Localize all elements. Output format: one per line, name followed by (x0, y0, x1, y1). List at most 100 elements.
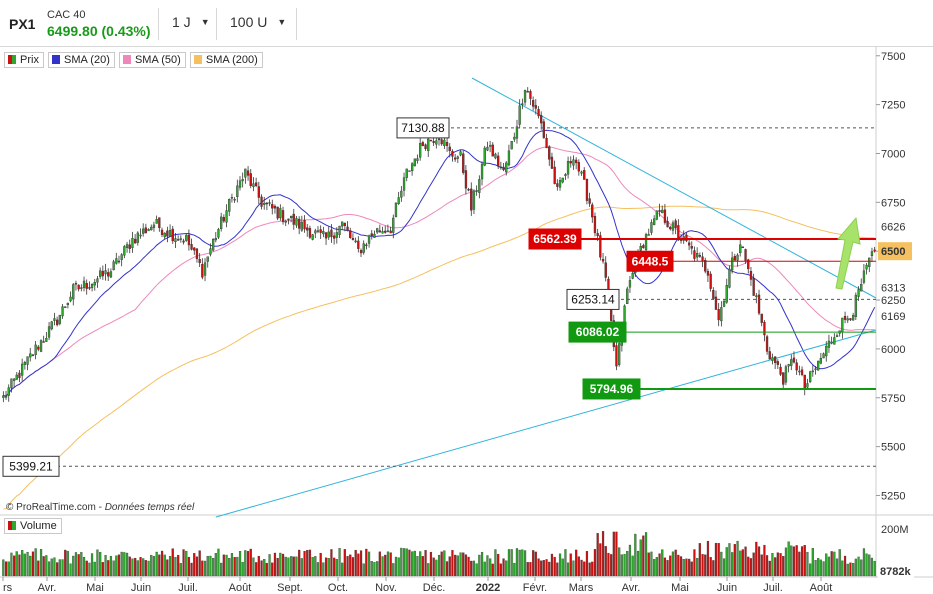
candle-body (819, 358, 823, 364)
volume-bar (306, 550, 309, 577)
candle-body (4, 396, 8, 398)
volume-bar (198, 550, 201, 577)
candle-body (663, 209, 667, 223)
symbol-code[interactable]: PX1 (9, 16, 36, 32)
volume-bar (642, 535, 645, 577)
volume-bar (596, 533, 599, 577)
candle-body (561, 177, 564, 183)
candle-body (626, 288, 629, 304)
candle-body (112, 261, 115, 271)
candle-body (228, 198, 231, 212)
volume-bar (577, 556, 580, 577)
volume-bar (85, 560, 88, 577)
candle-body (230, 196, 234, 199)
candle-body (276, 206, 279, 219)
volume-bar (736, 540, 739, 577)
volume-bar (542, 560, 545, 577)
y-tick-label: 5250 (881, 490, 905, 502)
volume-bar (47, 561, 51, 577)
candle-body (631, 273, 634, 279)
interval-select[interactable]: 1 J ▼ (172, 14, 210, 30)
volume-bar (222, 554, 225, 577)
candle-body (835, 335, 839, 337)
volume-bar (497, 553, 500, 577)
units-select[interactable]: 100 U ▼ (230, 14, 286, 30)
candle-body (413, 158, 416, 167)
sma200-line (3, 205, 875, 510)
candle-body (757, 294, 761, 314)
candle-body (402, 177, 406, 191)
candle-body (61, 306, 64, 317)
candle-body (747, 259, 750, 270)
candle-body (254, 182, 258, 186)
volume-bar (139, 557, 142, 577)
candle-body (464, 170, 468, 189)
candle-body (233, 198, 236, 201)
candle-body (706, 271, 710, 276)
volume-bar (534, 551, 537, 577)
candle-body (176, 239, 180, 241)
volume-bar (771, 553, 774, 577)
candle-body (459, 151, 462, 156)
volume-bar (580, 559, 583, 577)
candle-body (346, 226, 349, 231)
volume-bar (628, 544, 632, 577)
candle-body (158, 217, 161, 229)
volume-bar (333, 557, 336, 577)
candle-body (749, 271, 753, 280)
volume-bar (674, 549, 677, 577)
volume-bar (661, 549, 664, 577)
candle-body (593, 215, 597, 234)
volume-bar (679, 556, 683, 577)
candle-body (359, 250, 363, 254)
level-label-box (568, 321, 627, 343)
candle-body (174, 238, 177, 242)
candle-body (171, 228, 174, 242)
candle-body (300, 221, 303, 231)
volume-bar (790, 545, 793, 577)
x-tick-label: Févr. (523, 582, 547, 594)
volume-bar (343, 549, 346, 577)
candle-body (349, 230, 352, 238)
candle-body (31, 354, 35, 357)
candle-body (558, 179, 562, 188)
candle-body (131, 237, 134, 248)
y-tick-label: 6750 (881, 197, 905, 209)
legend-item-prix[interactable]: Prix (4, 52, 44, 68)
volume-bar (623, 553, 626, 577)
candle-body (98, 270, 102, 277)
volume-bar (454, 554, 457, 577)
candle-body (101, 270, 105, 277)
candle-body (88, 287, 91, 289)
candle-body (566, 160, 570, 175)
candle-body (437, 138, 441, 141)
volume-bar (187, 556, 191, 577)
candle-body (53, 318, 56, 321)
candle-body (669, 226, 672, 230)
volume-bar (23, 553, 26, 577)
price-axis-badge (878, 279, 912, 296)
candle-body (23, 362, 26, 365)
candle-body (763, 321, 766, 336)
volume-bar (663, 557, 667, 577)
candle-body (42, 341, 45, 343)
volume-bar (362, 563, 365, 577)
volume-bar (852, 563, 855, 577)
candle-body (219, 216, 223, 229)
candle-body (314, 230, 317, 234)
candle-body (870, 251, 874, 257)
volume-bar (15, 551, 18, 577)
volume-bar (526, 562, 529, 577)
legend-item-sma200[interactable]: SMA (200) (189, 52, 263, 68)
volume-bar (77, 554, 80, 577)
legend-item-sma20[interactable]: SMA (20) (48, 52, 115, 68)
candle-body (18, 372, 21, 379)
volume-bar (37, 560, 40, 577)
volume-bar (238, 551, 242, 577)
volume-bar (865, 553, 868, 577)
legend-item-sma50[interactable]: SMA (50) (118, 52, 186, 68)
volume-bar (725, 547, 728, 577)
volume-bar (644, 532, 648, 577)
legend-item-volume[interactable]: Volume (4, 518, 62, 534)
